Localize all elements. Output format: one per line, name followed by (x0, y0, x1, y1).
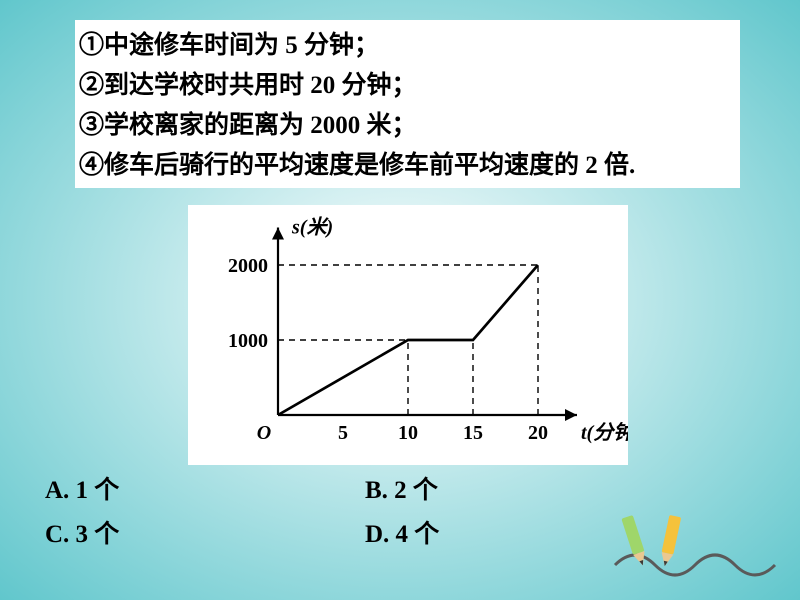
distance-time-chart: 5 10 15 20 1000 2000 Os(米) t(分钟) (188, 205, 628, 465)
svg-text:t(分钟): t(分钟) (581, 421, 628, 444)
svg-text:5: 5 (338, 422, 348, 444)
statement-2: ②到达学校时共用时 20 分钟； (79, 66, 736, 106)
option-c: C. 3 个 (45, 514, 365, 550)
statement-4: ④修车后骑行的平均速度是修车前平均速度的 2 倍. (79, 146, 736, 186)
svg-text:20: 20 (528, 422, 548, 444)
pencils-decoration (610, 500, 780, 590)
svg-text:2000: 2000 (228, 255, 268, 277)
option-a: A. 1 个 (45, 470, 365, 506)
svg-text:O: O (256, 422, 270, 444)
statement-3: ③学校离家的距离为 2000 米； (79, 106, 736, 146)
svg-text:10: 10 (398, 422, 418, 444)
statement-1: ①中途修车时间为 5 分钟； (79, 26, 736, 66)
chart-container: 5 10 15 20 1000 2000 Os(米) t(分钟) (75, 205, 740, 470)
svg-text:s(米): s(米) (291, 216, 333, 239)
svg-text:1000: 1000 (228, 330, 268, 352)
svg-text:15: 15 (463, 422, 483, 444)
question-text-block: ①中途修车时间为 5 分钟； ②到达学校时共用时 20 分钟； ③学校离家的距离… (75, 20, 740, 188)
